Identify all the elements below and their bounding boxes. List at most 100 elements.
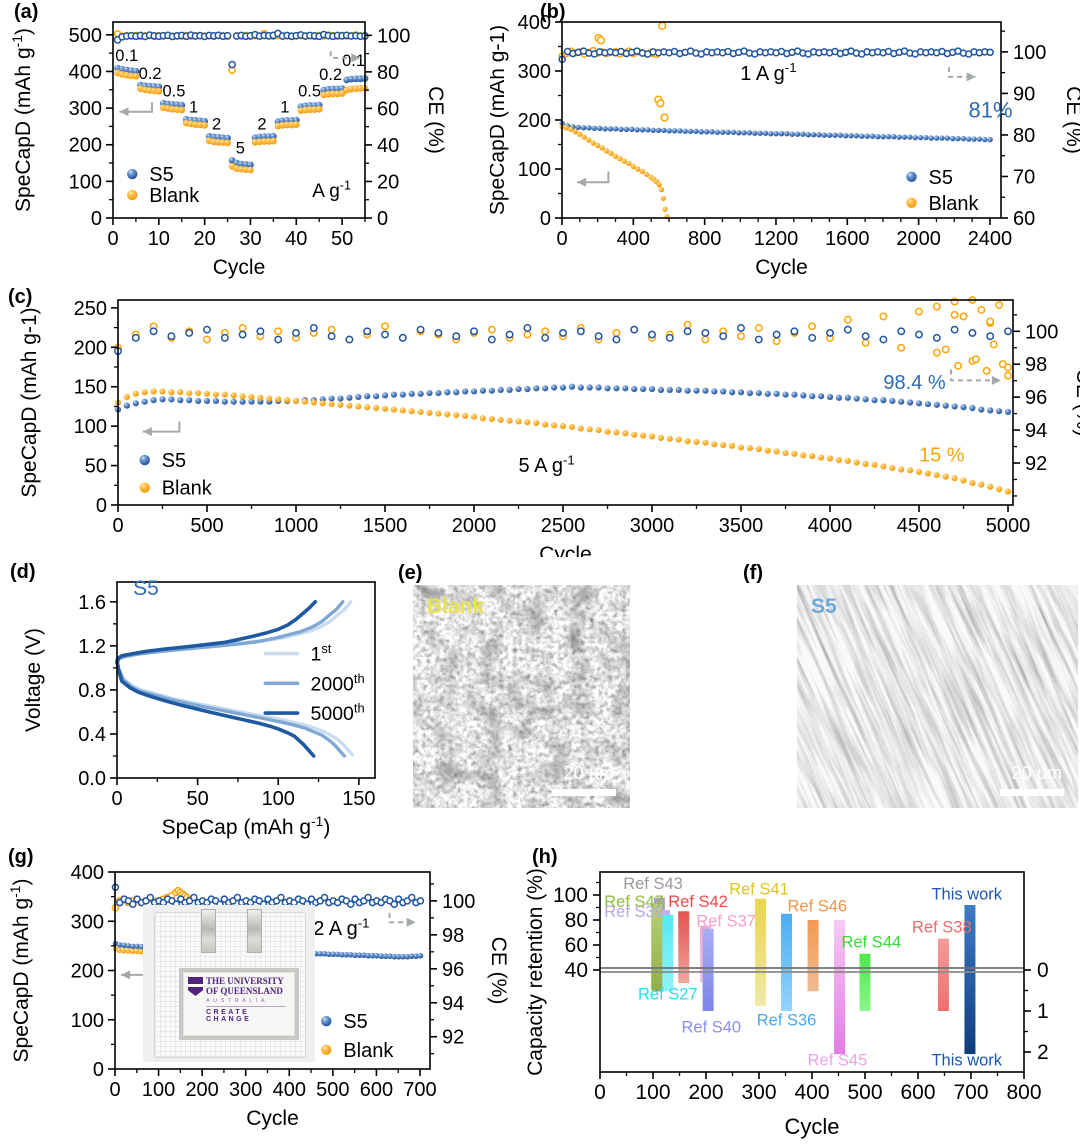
svg-text:40: 40 bbox=[377, 135, 399, 157]
svg-text:Blank: Blank bbox=[149, 185, 200, 207]
svg-text:60: 60 bbox=[377, 98, 399, 120]
svg-text:3000: 3000 bbox=[630, 515, 675, 537]
svg-text:500: 500 bbox=[316, 1079, 349, 1101]
svg-text:Voltage (V): Voltage (V) bbox=[22, 628, 45, 732]
svg-text:(g): (g) bbox=[8, 846, 34, 868]
pouch-tab-left bbox=[201, 909, 216, 953]
svg-text:30: 30 bbox=[239, 228, 261, 250]
svg-text:5000: 5000 bbox=[986, 515, 1031, 537]
svg-text:1: 1 bbox=[280, 98, 289, 116]
svg-text:1 A g-1: 1 A g-1 bbox=[740, 60, 796, 85]
svg-text:100: 100 bbox=[1025, 321, 1058, 343]
svg-text:100: 100 bbox=[635, 1081, 670, 1104]
svg-text:CE (%): CE (%) bbox=[487, 937, 510, 1005]
svg-text:200: 200 bbox=[688, 1081, 723, 1104]
svg-text:60: 60 bbox=[1013, 208, 1035, 230]
svg-text:Ref S44: Ref S44 bbox=[842, 934, 902, 952]
svg-text:400: 400 bbox=[794, 1081, 829, 1104]
svg-text:(b): (b) bbox=[540, 1, 566, 23]
svg-text:Ref S41: Ref S41 bbox=[729, 880, 789, 898]
svg-text:300: 300 bbox=[741, 1081, 776, 1104]
svg-text:10: 10 bbox=[148, 228, 170, 250]
svg-text:94: 94 bbox=[1025, 420, 1047, 442]
svg-text:1200: 1200 bbox=[754, 228, 799, 250]
svg-text:S5: S5 bbox=[162, 450, 186, 472]
svg-text:400: 400 bbox=[617, 228, 650, 250]
svg-text:50: 50 bbox=[187, 788, 209, 810]
svg-text:200: 200 bbox=[185, 1079, 218, 1101]
pouch-cell: THE UNIVERSITY OF QUEENSLAND AUSTRALIA C… bbox=[154, 909, 306, 1058]
svg-text:92: 92 bbox=[442, 1027, 464, 1049]
svg-text:500: 500 bbox=[69, 25, 102, 47]
svg-text:100: 100 bbox=[1013, 42, 1046, 64]
sem-blank-label: Blank bbox=[427, 595, 485, 618]
svg-text:0: 0 bbox=[556, 228, 567, 250]
uq-country: AUSTRALIA bbox=[206, 998, 269, 1004]
svg-text:700: 700 bbox=[953, 1081, 988, 1104]
svg-text:Cycle: Cycle bbox=[784, 1114, 839, 1139]
svg-text:20: 20 bbox=[377, 171, 399, 193]
svg-text:4000: 4000 bbox=[808, 515, 853, 537]
svg-text:400: 400 bbox=[273, 1079, 306, 1101]
sem-s5-texture bbox=[797, 585, 1078, 808]
svg-text:94: 94 bbox=[442, 993, 464, 1015]
svg-text:SpeCap (mAh g-1): SpeCap (mAh g-1) bbox=[162, 813, 331, 839]
svg-text:100: 100 bbox=[71, 1010, 104, 1032]
svg-text:S5: S5 bbox=[343, 1011, 367, 1033]
svg-text:Ref S46: Ref S46 bbox=[787, 897, 847, 915]
svg-text:SpeCapD (mAh g-1): SpeCapD (mAh g-1) bbox=[18, 307, 41, 497]
svg-text:5 A g-1: 5 A g-1 bbox=[519, 452, 575, 477]
uq-rule bbox=[206, 1006, 286, 1007]
panel-f-sem: (f) S5 20 µm bbox=[740, 560, 1080, 850]
svg-text:Ref S40: Ref S40 bbox=[681, 1018, 741, 1036]
svg-text:0.1: 0.1 bbox=[115, 47, 138, 65]
svg-text:S5: S5 bbox=[133, 577, 159, 600]
svg-text:Ref S39: Ref S39 bbox=[604, 903, 664, 921]
svg-text:SpeCapD (mAh g-1): SpeCapD (mAh g-1) bbox=[490, 25, 509, 215]
svg-text:100: 100 bbox=[262, 788, 295, 810]
svg-text:81%: 81% bbox=[969, 98, 1013, 123]
svg-text:(h): (h) bbox=[532, 846, 558, 868]
svg-text:0: 0 bbox=[540, 208, 551, 230]
svg-text:4500: 4500 bbox=[897, 515, 942, 537]
svg-text:96: 96 bbox=[1025, 387, 1047, 409]
svg-text:0: 0 bbox=[112, 515, 123, 537]
svg-text:1000: 1000 bbox=[274, 515, 319, 537]
svg-text:2: 2 bbox=[257, 115, 266, 133]
svg-text:200: 200 bbox=[518, 110, 551, 132]
svg-text:1.2: 1.2 bbox=[78, 636, 106, 658]
svg-text:0.5: 0.5 bbox=[298, 82, 321, 100]
svg-text:15 %: 15 % bbox=[919, 445, 965, 467]
svg-text:SpeCapD (mAh g-1): SpeCapD (mAh g-1) bbox=[7, 879, 33, 1063]
svg-text:2000: 2000 bbox=[452, 515, 497, 537]
svg-text:200: 200 bbox=[74, 337, 107, 359]
sem-blank-texture bbox=[413, 585, 630, 808]
svg-text:Ref S37: Ref S37 bbox=[696, 912, 756, 930]
uq-org-line1: THE UNIVERSITY bbox=[206, 976, 284, 986]
svg-text:(d): (d) bbox=[10, 561, 36, 583]
svg-text:3500: 3500 bbox=[719, 515, 764, 537]
svg-text:500: 500 bbox=[847, 1081, 882, 1104]
svg-text:CE (%): CE (%) bbox=[1062, 86, 1080, 154]
svg-text:100: 100 bbox=[74, 416, 107, 438]
svg-text:0.2: 0.2 bbox=[319, 66, 342, 84]
svg-text:400: 400 bbox=[71, 862, 104, 884]
svg-text:200: 200 bbox=[71, 961, 104, 983]
svg-text:300: 300 bbox=[229, 1079, 262, 1101]
svg-text:Ref S45: Ref S45 bbox=[808, 1052, 868, 1070]
svg-text:0: 0 bbox=[377, 208, 388, 230]
svg-text:0: 0 bbox=[93, 1059, 104, 1081]
svg-text:Ref S36: Ref S36 bbox=[757, 1011, 817, 1029]
svg-text:100: 100 bbox=[69, 171, 102, 193]
svg-text:40: 40 bbox=[565, 959, 588, 982]
svg-text:1: 1 bbox=[189, 98, 198, 116]
svg-text:0: 0 bbox=[96, 495, 107, 517]
uq-shield-icon bbox=[188, 977, 203, 996]
sem-s5-scale-text: 20 µm bbox=[1011, 763, 1062, 783]
svg-text:500: 500 bbox=[190, 515, 223, 537]
panel-f-letter: (f) bbox=[743, 562, 763, 584]
svg-text:80: 80 bbox=[1013, 125, 1035, 147]
svg-text:S5: S5 bbox=[928, 167, 952, 189]
svg-text:0: 0 bbox=[594, 1081, 606, 1104]
panel-e-sem: (e) Blank 20 µm bbox=[395, 560, 640, 850]
